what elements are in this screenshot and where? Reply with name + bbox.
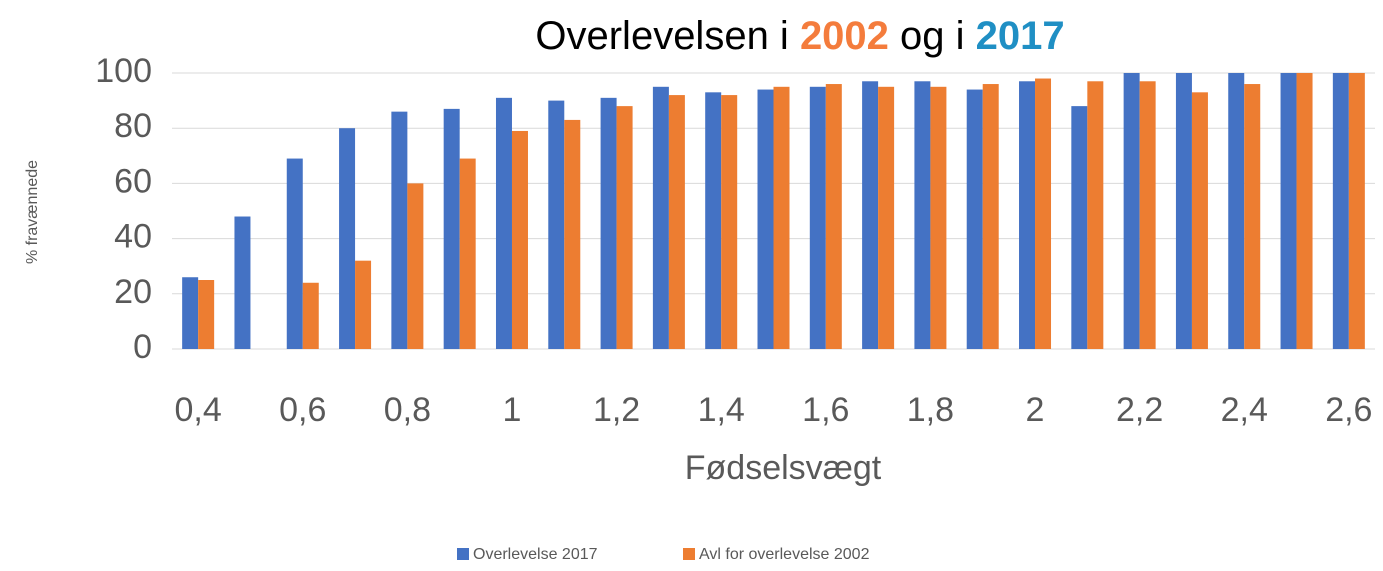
x-tick-label: 0,4	[175, 391, 222, 429]
title-part: 2002	[800, 14, 889, 58]
bar	[459, 158, 476, 349]
legend-label: Avl for overlevelse 2002	[699, 546, 870, 563]
bar	[355, 260, 372, 349]
bar	[1296, 73, 1313, 349]
y-tick-label: 0	[133, 328, 152, 366]
chart-title: Overlevelsen i 2002 og i 2017	[535, 14, 1064, 58]
legend-label: Overlevelse 2017	[473, 546, 598, 563]
bar	[600, 97, 617, 349]
bar	[286, 158, 303, 349]
bar	[511, 130, 528, 349]
bar	[825, 84, 842, 349]
x-tick-label: 2,6	[1325, 391, 1372, 429]
x-tick-label: 1,6	[802, 391, 849, 429]
x-tick-label: 2,4	[1221, 391, 1268, 429]
legend-swatch	[683, 548, 695, 560]
bar	[1244, 84, 1261, 349]
y-axis-label: % fravænnede	[24, 160, 41, 264]
bar	[182, 277, 199, 349]
x-tick-label: 1,4	[698, 391, 745, 429]
x-tick-label: 0,8	[384, 391, 431, 429]
bar	[234, 216, 251, 349]
bar	[407, 183, 424, 349]
bar	[1071, 106, 1088, 350]
bar	[1123, 73, 1140, 349]
bar	[862, 81, 879, 349]
bar	[705, 92, 722, 349]
bar	[548, 100, 565, 349]
bar	[1191, 92, 1208, 349]
bar	[966, 89, 983, 349]
bar	[1228, 73, 1245, 349]
bar	[773, 86, 790, 350]
y-tick-label: 60	[114, 162, 152, 200]
bar	[809, 86, 826, 350]
title-part: 2017	[976, 14, 1065, 58]
bar	[391, 111, 408, 349]
x-tick-label: 1	[503, 391, 522, 429]
y-tick-label: 40	[114, 218, 152, 256]
bar	[1332, 73, 1349, 349]
bar	[302, 282, 319, 349]
bar	[1348, 73, 1365, 349]
y-tick-label: 80	[114, 107, 152, 145]
bar	[1175, 73, 1192, 349]
bar	[914, 81, 931, 349]
bar	[339, 128, 356, 349]
x-axis-label: Fødselsvægt	[685, 449, 882, 487]
bar	[1139, 81, 1156, 349]
x-tick-label: 1,2	[593, 391, 640, 429]
bar	[652, 86, 669, 350]
bar	[930, 86, 947, 350]
bar	[198, 280, 215, 349]
bar	[982, 84, 999, 349]
bar	[1019, 81, 1036, 349]
title-part: Overlevelsen i	[535, 14, 800, 58]
bar	[564, 119, 581, 349]
bar	[1087, 81, 1104, 349]
bar	[495, 97, 512, 349]
x-tick-label: 1,8	[907, 391, 954, 429]
y-tick-label: 20	[114, 273, 152, 311]
bar	[1280, 73, 1297, 349]
bar	[878, 86, 895, 350]
bar	[668, 95, 685, 349]
bar	[721, 95, 738, 349]
legend-swatch	[457, 548, 469, 560]
x-tick-label: 2,2	[1116, 391, 1163, 429]
bar	[1035, 78, 1052, 350]
x-tick-label: 2	[1026, 391, 1045, 429]
bar	[757, 89, 774, 349]
bar	[616, 106, 633, 350]
bar	[443, 108, 460, 349]
title-part: og i	[889, 14, 976, 58]
y-tick-label: 100	[95, 52, 152, 90]
x-tick-label: 0,6	[279, 391, 326, 429]
